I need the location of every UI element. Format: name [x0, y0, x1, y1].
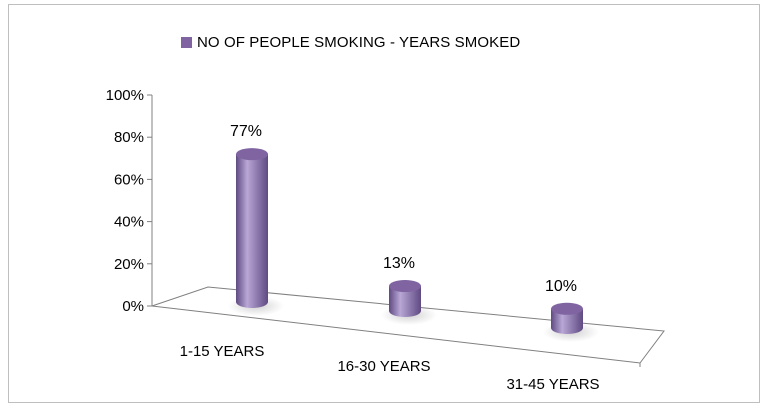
y-tick-label: 40%	[114, 214, 144, 231]
y-tick-label: 80%	[114, 129, 144, 146]
category-label-3: 31-45 YEARS	[506, 376, 599, 393]
y-tick-label: 60%	[114, 171, 144, 188]
bar-2	[389, 286, 421, 317]
category-label-2: 16-30 YEARS	[337, 358, 430, 375]
y-ticks: 0% 20% 40% 60% 80% 100%	[106, 87, 152, 315]
bar-top-1	[236, 148, 268, 161]
bar-1	[236, 154, 268, 308]
legend-label: NO OF PEOPLE SMOKING - YEARS SMOKED	[197, 34, 521, 51]
legend: NO OF PEOPLE SMOKING - YEARS SMOKED	[181, 34, 520, 51]
category-label-1: 1-15 YEARS	[180, 343, 265, 360]
data-label-1: 77%	[230, 123, 262, 140]
bar-top-3	[551, 302, 583, 315]
axes	[151, 95, 665, 367]
data-label-2: 13%	[383, 255, 415, 272]
bar-3	[551, 308, 583, 334]
y-tick-label: 0%	[122, 298, 144, 315]
data-label-3: 10%	[545, 278, 577, 295]
legend-swatch	[181, 37, 192, 48]
bars	[228, 148, 599, 342]
floor-plane	[151, 286, 665, 364]
y-tick-label: 100%	[106, 87, 144, 104]
chart-frame	[8, 4, 760, 403]
y-tick-label: 20%	[114, 256, 144, 273]
bar-top-2	[389, 280, 421, 293]
category-labels: 1-15 YEARS 16-30 YEARS 31-45 YEARS	[180, 343, 600, 393]
data-labels: 77% 13% 10%	[230, 123, 577, 295]
